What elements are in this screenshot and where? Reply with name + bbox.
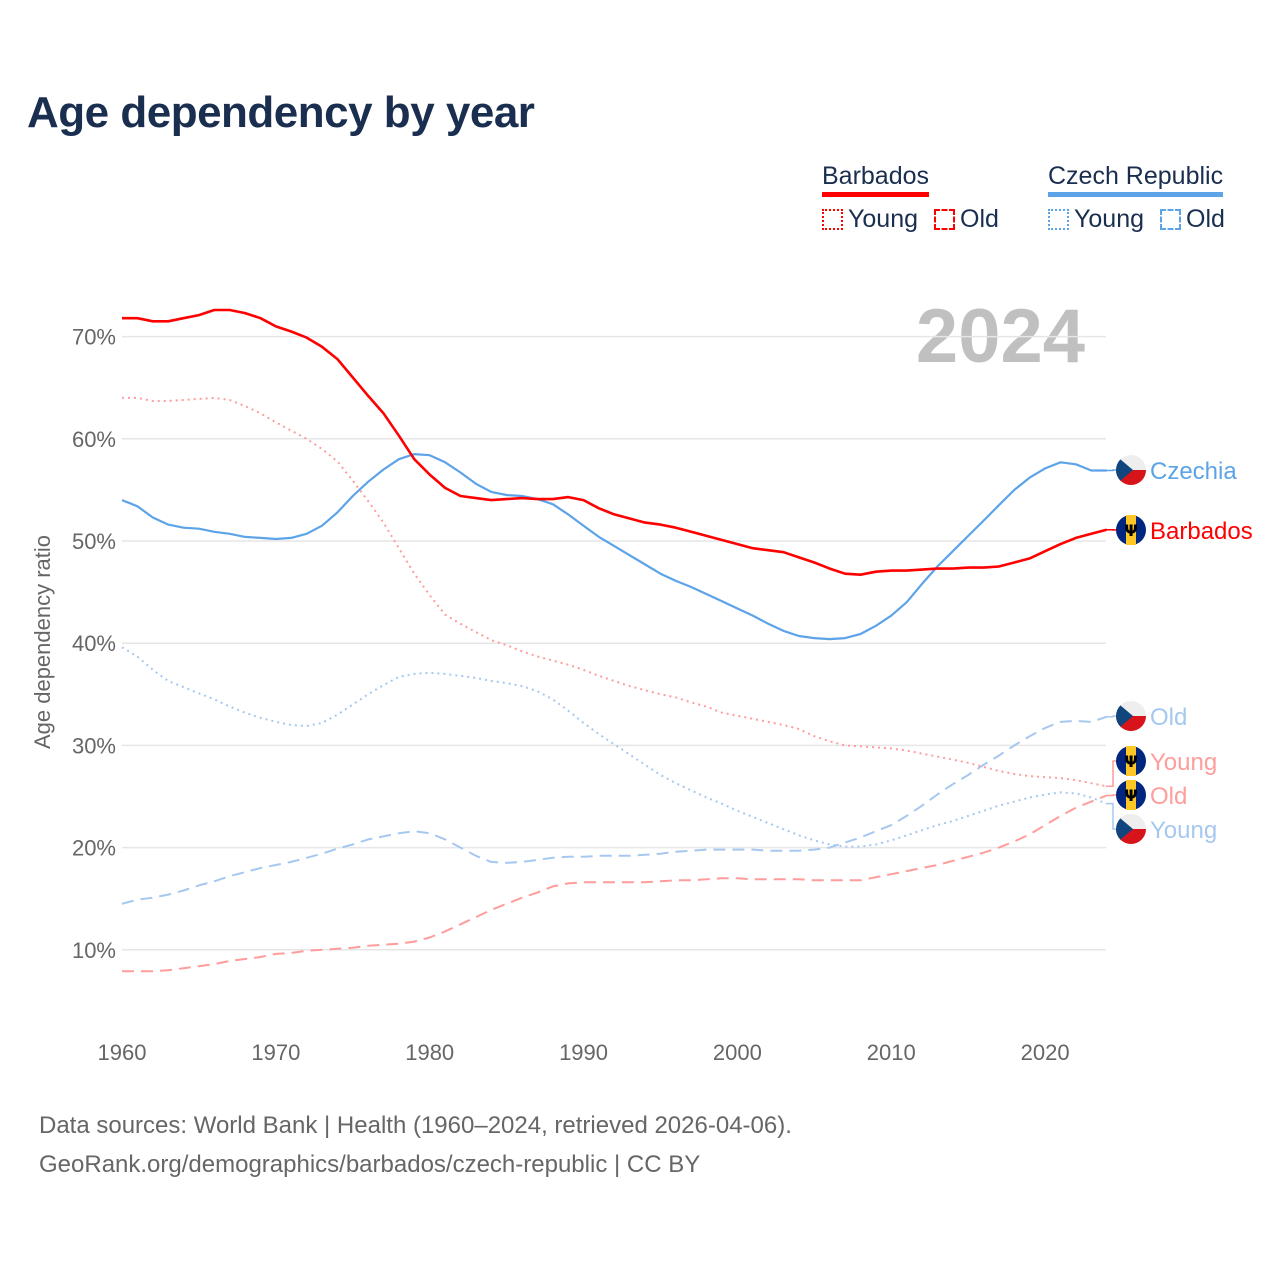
y-tick-label: 10% — [72, 938, 116, 963]
legend-item-czech-old[interactable]: Old — [1160, 205, 1225, 234]
label-connector — [1106, 760, 1118, 788]
chart-title: Age dependency by year — [27, 88, 535, 137]
barbados-flag-icon: Ψ — [1116, 780, 1146, 810]
y-tick-label: 30% — [72, 733, 116, 758]
legend-item-barbados-young[interactable]: Young — [822, 205, 918, 234]
legend-item-czech-young[interactable]: Young — [1048, 205, 1144, 234]
flag-blue — [1116, 459, 1133, 481]
source-note: Data sources: World Bank | Health (1960–… — [39, 1106, 792, 1184]
y-axis-label: Age dependency ratio — [30, 535, 55, 749]
source-line-1: Data sources: World Bank | Health (1960–… — [39, 1112, 792, 1139]
dotted-swatch-icon — [1048, 209, 1069, 230]
end-label: Young — [1150, 817, 1217, 844]
legend-title-czech-republic: Czech Republic — [1048, 162, 1224, 197]
barbados-flag-icon: Ψ — [1116, 515, 1146, 545]
flag-stripe — [1126, 515, 1136, 545]
legend-label: Young — [1074, 205, 1144, 233]
series-line-czechia-young — [121, 646, 1107, 848]
dotted-swatch-icon — [822, 209, 843, 230]
legend-group-barbados: Barbados Young Old — [822, 162, 999, 234]
x-tick-label: 1960 — [98, 1040, 147, 1065]
czechia-flag-icon — [1116, 701, 1146, 731]
flag-blue — [1116, 818, 1133, 840]
trident-icon: Ψ — [1124, 786, 1138, 805]
flag-stripe — [1126, 746, 1136, 776]
series-line-barbados — [122, 308, 1107, 577]
barbados-flag-icon: Ψ — [1116, 746, 1146, 776]
end-label: Czechia — [1150, 458, 1237, 485]
trident-icon: Ψ — [1124, 521, 1138, 540]
source-line-2[interactable]: GeoRank.org/demographics/barbados/czech-… — [39, 1151, 701, 1178]
y-tick-label: 20% — [72, 836, 116, 861]
end-label: Young — [1150, 749, 1217, 776]
flag-blue — [1116, 705, 1133, 727]
dashed-swatch-icon — [934, 209, 955, 230]
label-connector — [1106, 715, 1118, 718]
x-tick-label: 2020 — [1021, 1040, 1070, 1065]
czechia-flag-icon — [1116, 814, 1146, 844]
flag-stripe — [1126, 780, 1136, 810]
label-connector — [1106, 802, 1118, 830]
trident-icon: Ψ — [1124, 752, 1138, 771]
series-line-barbados-young — [122, 396, 1107, 788]
x-tick-label: 2010 — [867, 1040, 916, 1065]
y-tick-label: 50% — [72, 529, 116, 554]
czechia-flag-icon — [1116, 455, 1146, 485]
legend-label: Old — [960, 205, 999, 233]
y-tick-label: 40% — [72, 631, 116, 656]
series-line-czechia — [121, 453, 1107, 641]
y-tick-label: 60% — [72, 427, 116, 452]
legend-label: Old — [1186, 205, 1225, 233]
legend-label: Young — [848, 205, 918, 233]
legend-item-barbados-old[interactable]: Old — [934, 205, 999, 234]
end-label: Old — [1150, 704, 1187, 731]
dashed-swatch-icon — [1160, 209, 1181, 230]
legend-group-czech-republic: Czech Republic Young Old — [1048, 162, 1225, 234]
x-tick-label: 1970 — [251, 1040, 300, 1065]
x-tick-label: 1980 — [405, 1040, 454, 1065]
end-label: Barbados — [1150, 518, 1253, 545]
series-line-barbados-old — [122, 794, 1107, 973]
x-tick-label: 2000 — [713, 1040, 762, 1065]
end-label: Old — [1150, 783, 1187, 810]
legend-title-barbados: Barbados — [822, 162, 930, 197]
x-tick-label: 1990 — [559, 1040, 608, 1065]
y-tick-label: 70% — [72, 325, 116, 350]
